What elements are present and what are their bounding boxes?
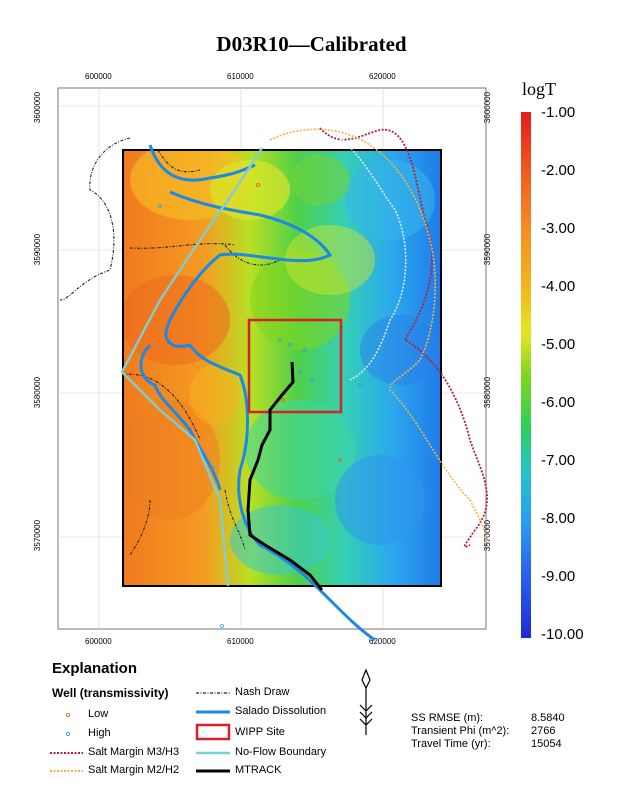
x-tick-bottom: 600000 [85, 637, 112, 646]
rmse-label: SS RMSE (m): [411, 712, 484, 724]
nash-draw-line [59, 137, 281, 556]
wipp-site-box [247, 318, 343, 414]
colorbar-label: -1.00 [541, 104, 576, 121]
map-title: D03R10—Calibrated [216, 32, 407, 56]
legend-mtrack-label: MTRACK [235, 764, 282, 776]
colorbar-label: -7.00 [541, 452, 576, 469]
legend-salt-m2-label: Salt Margin M2/H2 [88, 764, 180, 776]
salt-margin-m3 [319, 127, 488, 548]
x-tick-top: 610000 [227, 72, 254, 81]
colorbar-label: -6.00 [541, 394, 576, 411]
wipp-site-symbol [195, 723, 231, 741]
legend-no-flow-label: No-Flow Boundary [235, 746, 327, 758]
colorbar-label: -4.00 [541, 278, 576, 295]
colorbar-label: -2.00 [541, 162, 576, 179]
colorbar [521, 112, 531, 638]
rmse-value: 8.5840 [531, 712, 565, 724]
legend-high-label: High [88, 727, 111, 739]
colorbar-label: -10.00 [541, 626, 584, 643]
colorbar-label: -5.00 [541, 336, 576, 353]
high-well-symbol [66, 732, 71, 737]
colorbar-label: -3.00 [541, 220, 576, 237]
colorbar-title: logT [522, 79, 556, 99]
low-well-symbol [66, 713, 71, 718]
travel-time-label: Travel Time (yr): [411, 738, 491, 750]
transmissivity-field [123, 150, 441, 586]
x-tick-bottom: 610000 [227, 637, 254, 646]
legend-salado-label: Salado Dissolution [235, 705, 327, 717]
phi-label: Transient Phi (m^2): [411, 725, 510, 737]
legend-nash-draw-label: Nash Draw [235, 686, 290, 698]
legend-heading: Explanation [52, 660, 138, 677]
legend-subheading: Well (transmissivity) [52, 686, 169, 700]
x-tick-top: 600000 [85, 72, 112, 81]
well-points [158, 183, 362, 628]
mtrack-path [246, 361, 324, 591]
x-tick-bottom: 620000 [369, 637, 396, 646]
map-frame [57, 87, 487, 630]
no-flow-boundary [120, 147, 264, 587]
colorbar-label: -9.00 [541, 568, 576, 585]
legend-low-label: Low [88, 708, 109, 720]
x-tick-top: 620000 [369, 72, 396, 81]
north-arrow-icon [359, 668, 373, 735]
legend-wipp-label: WIPP Site [235, 726, 285, 738]
phi-value: 2766 [531, 725, 556, 737]
legend-salt-m3-label: Salt Margin M3/H3 [88, 746, 180, 758]
travel-time-value: 15054 [531, 738, 562, 750]
salado-dissolution-line [148, 144, 376, 642]
colorbar-label: -8.00 [541, 510, 576, 527]
